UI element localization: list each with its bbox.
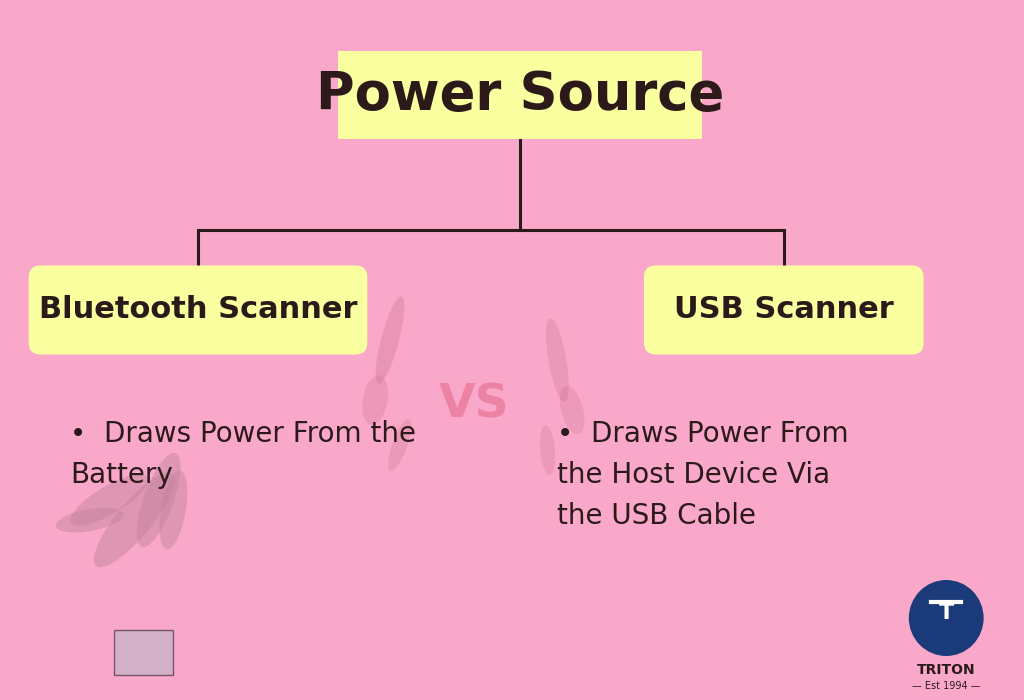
Ellipse shape <box>388 419 412 471</box>
FancyBboxPatch shape <box>338 51 702 139</box>
Text: •  Draws Power From the
Battery: • Draws Power From the Battery <box>70 420 416 489</box>
Text: Power Source: Power Source <box>315 69 724 121</box>
Circle shape <box>909 580 984 656</box>
Ellipse shape <box>71 475 148 526</box>
FancyBboxPatch shape <box>644 265 924 354</box>
Text: TRITON: TRITON <box>916 663 976 677</box>
Text: USB Scanner: USB Scanner <box>674 295 894 325</box>
Ellipse shape <box>540 425 555 475</box>
Ellipse shape <box>55 508 124 533</box>
Ellipse shape <box>137 453 180 547</box>
Ellipse shape <box>546 318 568 402</box>
FancyBboxPatch shape <box>115 630 173 675</box>
Text: — Est 1994 —: — Est 1994 — <box>912 681 980 691</box>
Ellipse shape <box>94 473 174 567</box>
Text: VS: VS <box>438 382 509 428</box>
Ellipse shape <box>362 375 388 425</box>
Ellipse shape <box>160 470 187 550</box>
Text: Bluetooth Scanner: Bluetooth Scanner <box>39 295 357 325</box>
FancyBboxPatch shape <box>29 265 368 354</box>
Text: •  Draws Power From
the Host Device Via
the USB Cable: • Draws Power From the Host Device Via t… <box>557 420 849 531</box>
Text: T: T <box>939 603 953 623</box>
Ellipse shape <box>376 297 404 384</box>
Ellipse shape <box>560 386 585 434</box>
